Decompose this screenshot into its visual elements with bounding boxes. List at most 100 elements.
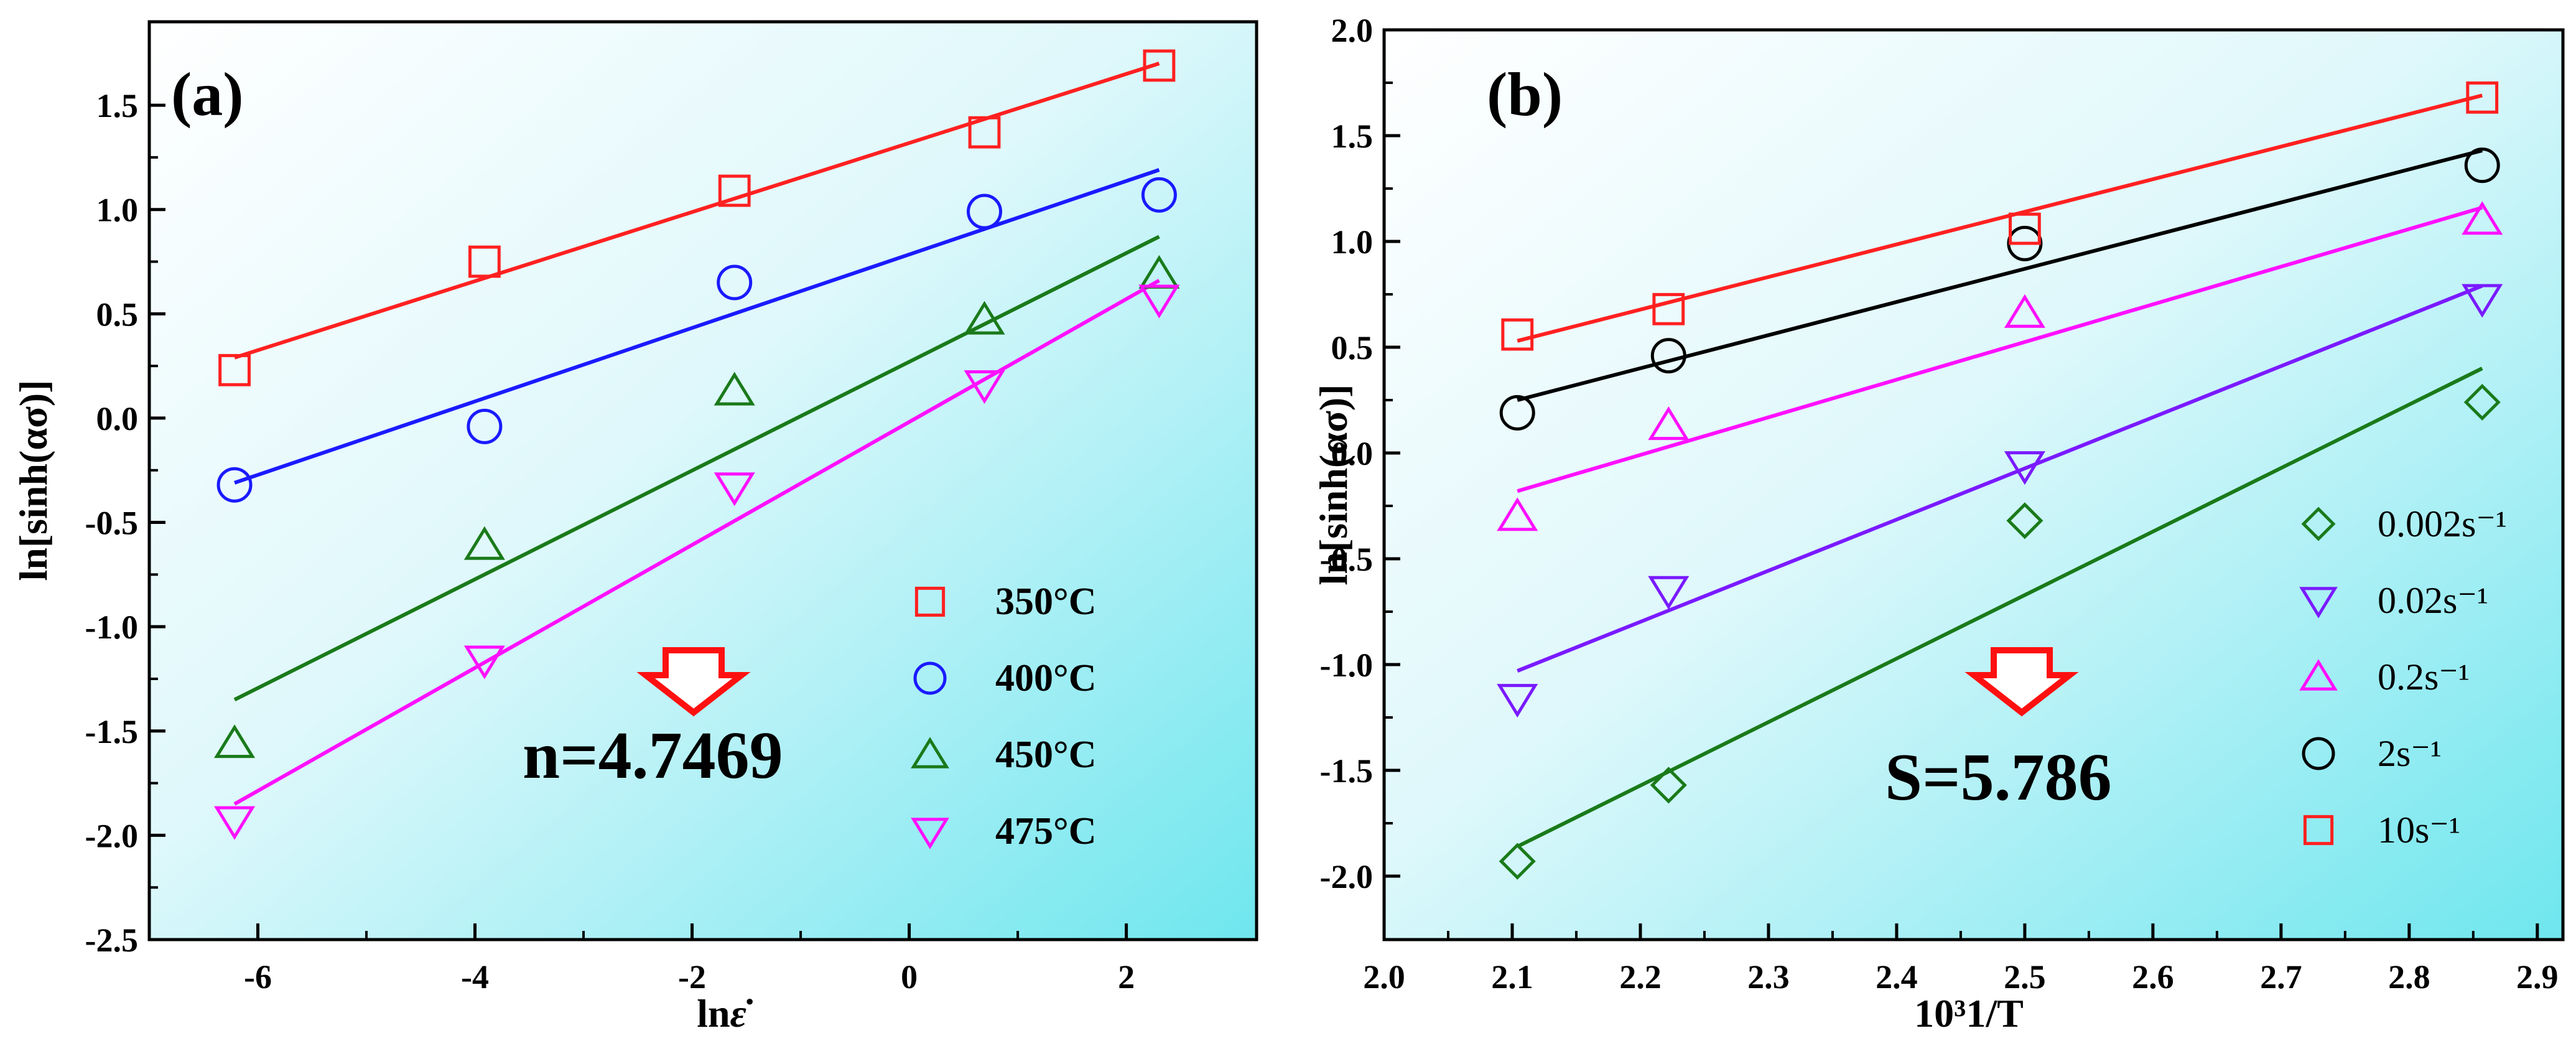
data-point-a-2-3 [964, 301, 1005, 335]
y-tick-label-a-2: -1.5 [85, 713, 138, 750]
legend-a: 350°C 400°C 450°C 475°C [911, 581, 1097, 852]
fit-line-b-1 [1517, 284, 2483, 673]
x-tick-label-b-4: 2.4 [1876, 958, 1918, 996]
data-point-a-3-1 [463, 645, 505, 679]
data-point-a-1-4 [1141, 177, 1177, 213]
fit-line-b-4 [1517, 93, 2483, 343]
fit-line-a-0 [234, 62, 1160, 360]
x-tick-label-b-9: 2.9 [2516, 958, 2559, 996]
data-point-b-2-2 [2004, 294, 2045, 328]
data-point-b-2-1 [1648, 406, 1690, 441]
data-point-b-1-3 [2462, 284, 2503, 318]
legend-b: 0.002s⁻¹ 0.02s⁻¹ 0.2s⁻¹ 2s⁻¹ 10s⁻¹ [2299, 503, 2507, 851]
x-tick-label-b-3: 2.3 [1747, 958, 1790, 996]
legend-marker-b-0 [2301, 507, 2336, 541]
data-point-b-0-3 [2463, 383, 2501, 421]
annotation-text-b: S=5.786 [1885, 740, 2112, 815]
svg-text:lnε̇: lnε̇ [697, 991, 753, 1035]
data-point-b-2-0 [1497, 497, 1538, 531]
y-axis-title-b: ln[sinh(ασ)] [1311, 384, 1355, 585]
y-tick-label-b-5: 0.5 [1331, 329, 1374, 367]
data-point-a-1-2 [717, 264, 753, 301]
data-point-a-3-2 [714, 472, 755, 507]
y-tick-label-a-3: -1.0 [85, 609, 138, 646]
chart-panel-b: 2.0 2.1 2.2 2.3 2.4 2.5 2.6 2.7 2.8 2.9 -2.0 -1.5 -1… [1311, 12, 2565, 1035]
y-tick-label-b-0: -2.0 [1320, 858, 1373, 895]
x-tick-label-b-1: 2.1 [1491, 958, 1533, 996]
data-point-a-2-0 [214, 724, 256, 759]
y-tick-label-a-1: -2.0 [85, 817, 138, 854]
fit-line-b-0 [1516, 367, 2483, 849]
x-tick-label-b-2: 2.2 [1619, 958, 1662, 996]
y-axis-title-a: ln[sinh(ασ)] [11, 380, 55, 581]
data-point-b-0-2 [2006, 502, 2044, 539]
y-tick-label-b-7: 1.5 [1331, 118, 1374, 155]
data-point-b-3-0 [1499, 395, 1535, 431]
data-point-a-2-1 [463, 526, 505, 560]
legend-marker-a-2 [911, 737, 949, 768]
down-arrow-b [1965, 647, 2079, 717]
legend-label-b-2: 0.2s⁻¹ [2378, 656, 2470, 698]
fit-line-b-3 [1517, 148, 2483, 402]
plot-frame-b [1382, 28, 2565, 941]
data-point-b-1-2 [2004, 451, 2045, 485]
data-point-b-0-0 [1499, 843, 1536, 880]
x-tick-label-a-2: -2 [678, 958, 706, 996]
x-tick-label-b-7: 2.7 [2260, 958, 2302, 996]
data-point-a-0-4 [1143, 49, 1176, 82]
ticks-group-b: 2.0 2.1 2.2 2.3 2.4 2.5 2.6 2.7 2.8 2.9 -2.0 -1.5 -1… [1320, 12, 2559, 996]
legend-label-a-1: 400°C [995, 657, 1097, 699]
y-tick-label-a-8: 1.5 [96, 87, 139, 124]
y-tick-label-a-7: 1.0 [96, 192, 139, 229]
y-tick-label-a-5: 0.0 [96, 400, 139, 437]
legend-label-a-0: 350°C [995, 581, 1097, 623]
data-point-a-0-2 [718, 174, 751, 207]
data-point-b-2-3 [2462, 201, 2503, 235]
panel-label-b: (b) [1487, 60, 1563, 129]
data-point-a-1-3 [967, 194, 1003, 230]
data-point-a-0-3 [968, 116, 1001, 149]
fit-line-b-2 [1517, 205, 2483, 493]
data-point-a-1-1 [467, 408, 503, 444]
y-tick-label-a-6: 0.5 [96, 296, 139, 333]
data-point-b-4-2 [2008, 212, 2041, 245]
legend-label-a-2: 450°C [995, 734, 1097, 776]
fit-line-a-3 [233, 279, 1160, 806]
x-axis-title-b-text: 10³1/T [1914, 991, 2024, 1035]
data-point-a-2-2 [714, 371, 755, 406]
x-tick-label-b-8: 2.8 [2388, 958, 2430, 996]
legend-label-b-1: 0.02s⁻¹ [2378, 580, 2488, 621]
y-tick-label-b-6: 1.0 [1331, 223, 1374, 261]
chart-panel-a: -6 -4 -2 0 2 -2.5 -2.0 -1.5 -1.0 -0.5 0.0 0.5 1.0 1.5… [11, 20, 1258, 1035]
x-tick-label-a-1: -4 [461, 958, 489, 996]
legend-label-b-4: 10s⁻¹ [2378, 810, 2460, 851]
data-point-a-3-0 [214, 806, 256, 840]
y-tick-label-b-8: 2.0 [1331, 12, 1374, 49]
data-point-b-4-0 [1501, 318, 1534, 351]
legend-marker-a-1 [913, 661, 947, 695]
series-group-b [1497, 81, 2503, 880]
x-tick-label-a-0: -6 [244, 958, 272, 996]
data-point-b-3-3 [2464, 147, 2500, 184]
plot-frame-a [147, 20, 1258, 941]
annotation-text-a: n=4.7469 [523, 719, 783, 793]
x-tick-label-b-0: 2.0 [1363, 958, 1405, 996]
data-point-a-0-1 [468, 245, 501, 278]
data-point-b-4-1 [1652, 292, 1685, 325]
x-axis-title-b: 10³1/T [1914, 991, 2024, 1035]
x-tick-label-a-3: 0 [901, 958, 918, 996]
y-tick-label-a-0: -2.5 [85, 922, 138, 959]
x-axis-title-a-text: ln [697, 991, 730, 1035]
panel-label-a: (a) [171, 60, 244, 129]
data-point-a-3-3 [964, 370, 1005, 404]
data-point-a-3-4 [1138, 284, 1180, 319]
data-point-b-1-1 [1648, 576, 1690, 610]
x-axis-title-a: lnε̇ [697, 991, 753, 1035]
data-point-b-3-1 [1650, 338, 1686, 374]
y-tick-label-b-4: 0.0 [1331, 435, 1374, 472]
y-tick-label-a-4: -0.5 [85, 505, 138, 542]
legend-label-b-3: 2s⁻¹ [2378, 733, 2442, 774]
legend-marker-b-4 [2303, 815, 2334, 846]
ticks-group-a: -6 -4 -2 0 2 -2.5 -2.0 -1.5 -1.0 -0.5 0.0 0.5 1.0 1.5 [85, 87, 1135, 996]
